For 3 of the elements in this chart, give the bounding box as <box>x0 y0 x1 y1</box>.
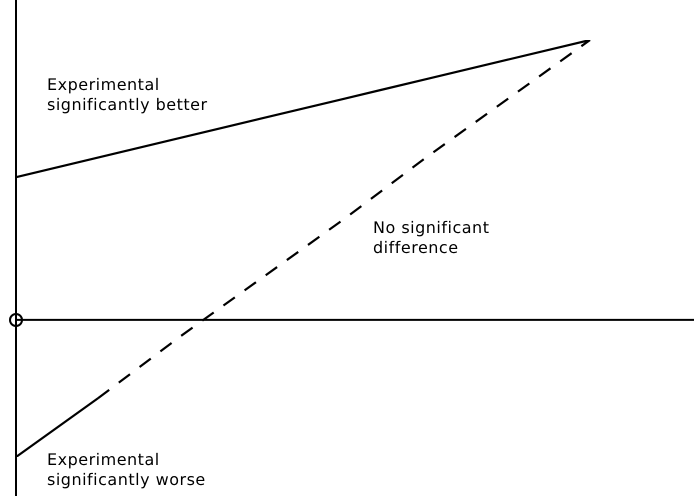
annotation: Experimental significantly better <box>47 75 209 115</box>
annotation: Experimental significantly worse <box>47 450 207 490</box>
annotation: No significant difference <box>373 218 490 258</box>
